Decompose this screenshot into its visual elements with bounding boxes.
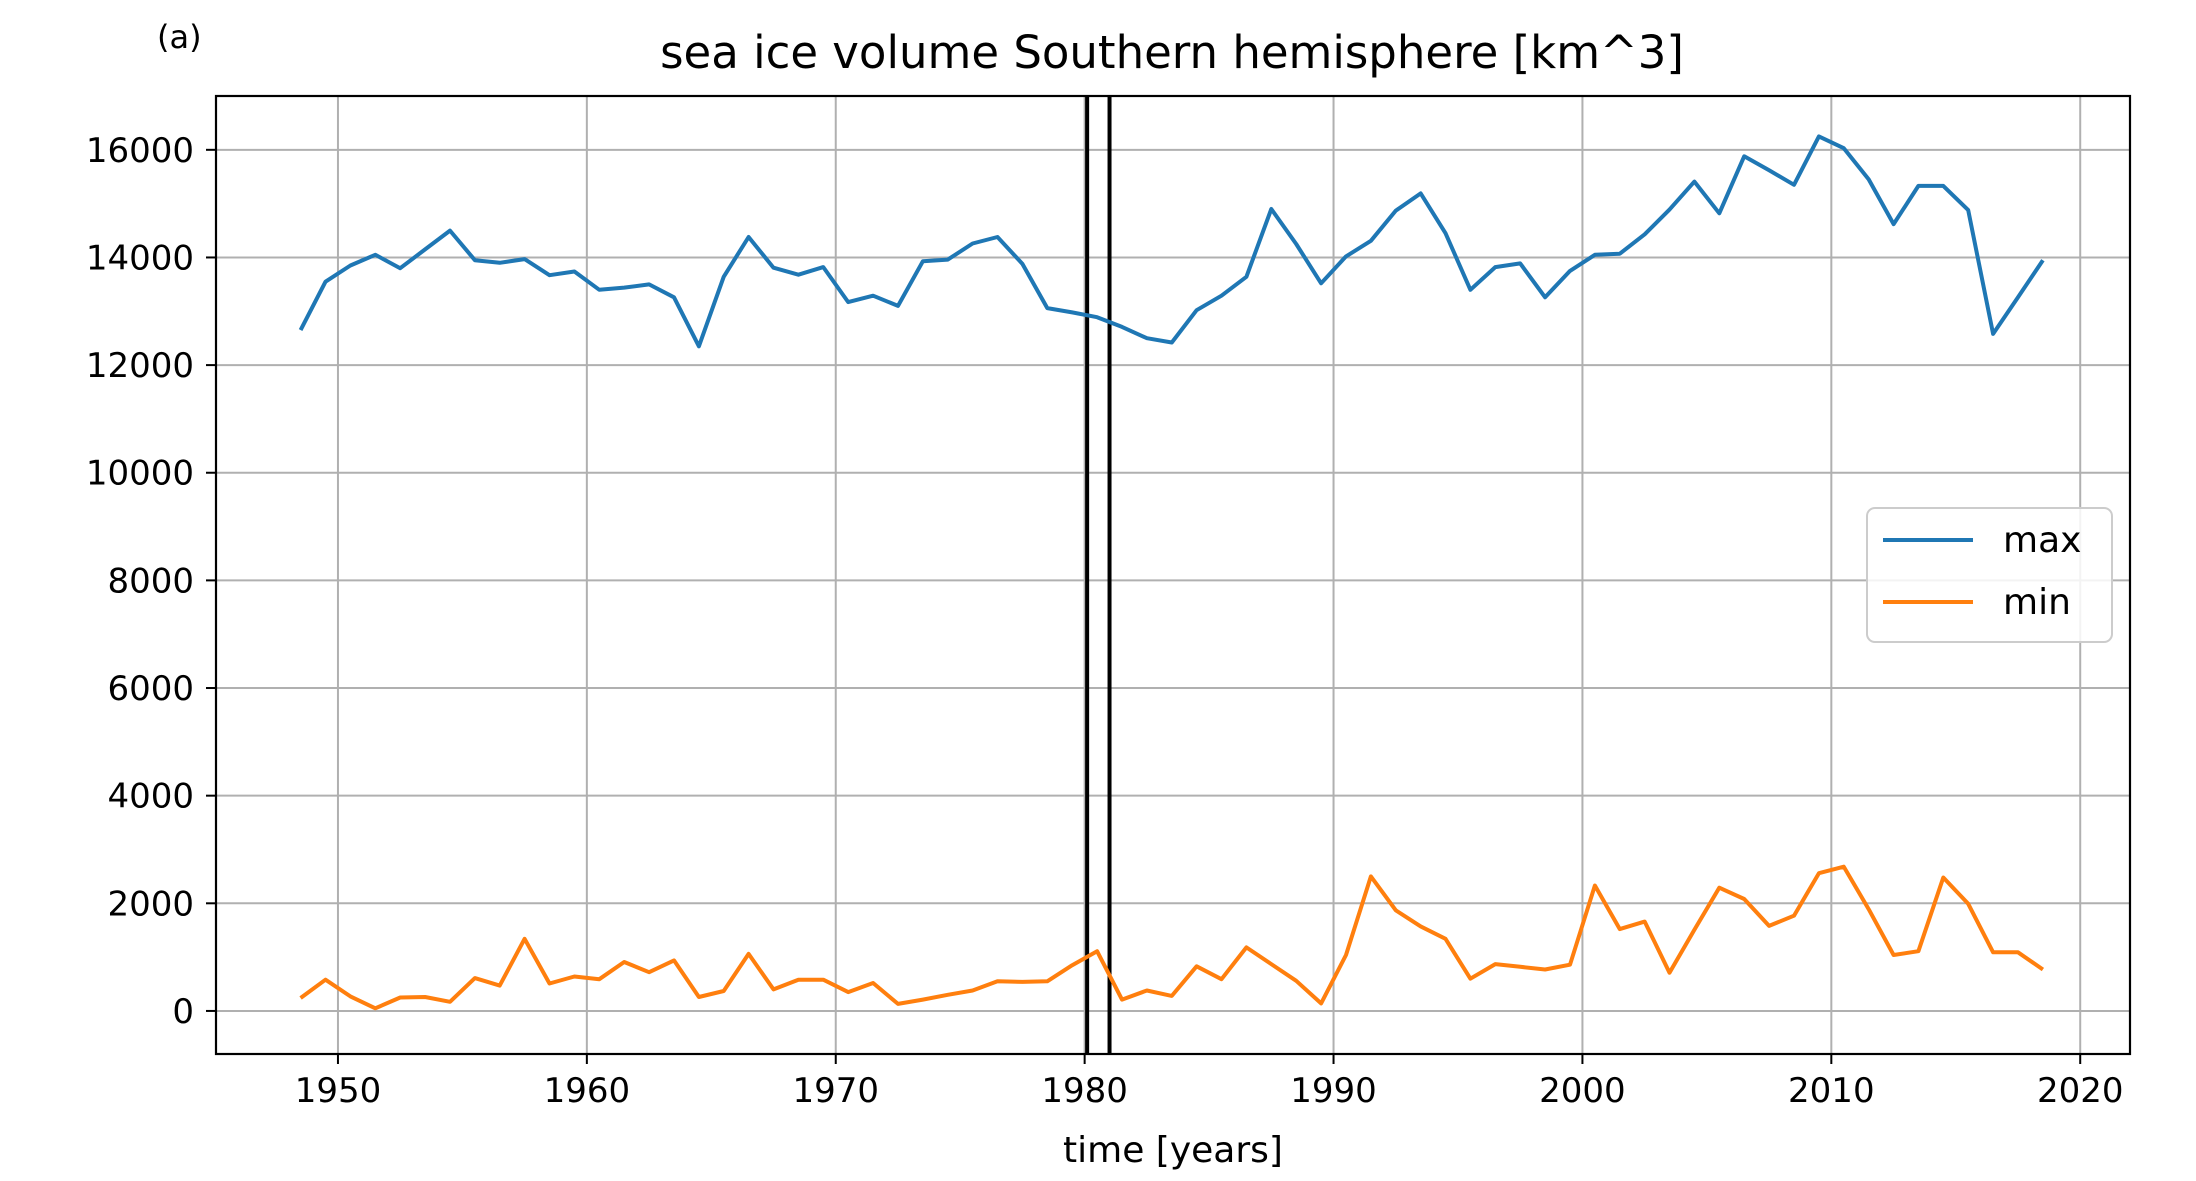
chart-title: sea ice volume Southern hemisphere [km^3… [660, 26, 1684, 79]
panel-label: (a) [157, 18, 202, 56]
x-tick-label: 2010 [1788, 1071, 1875, 1111]
y-tick-label: 6000 [107, 669, 194, 709]
y-tick-label: 2000 [107, 884, 194, 924]
y-axis: 0 2000 4000 6000 8000 10000 12000 14000 16000 [86, 131, 216, 1032]
legend: max min [1866, 507, 2113, 643]
x-axis: 1950 1960 1970 1980 1990 2000 2010 2020 [295, 1054, 2124, 1111]
legend-label-min: min [2003, 582, 2071, 623]
x-tick-label: 1970 [792, 1071, 879, 1111]
x-tick-label: 1950 [295, 1071, 382, 1111]
y-tick-label: 10000 [86, 454, 194, 494]
x-tick-label: 1980 [1041, 1071, 1128, 1111]
y-tick-label: 14000 [86, 238, 194, 278]
gridlines [216, 96, 2130, 1054]
y-tick-label: 12000 [86, 346, 194, 386]
vertical-markers [1085, 96, 1112, 1054]
x-tick-label: 2000 [1539, 1071, 1626, 1111]
x-tick-label: 2020 [2037, 1071, 2124, 1111]
x-tick-label: 1990 [1290, 1071, 1377, 1111]
x-tick-label: 1960 [544, 1071, 631, 1111]
y-tick-label: 0 [172, 992, 194, 1032]
y-tick-label: 16000 [86, 131, 194, 171]
plot-frame [214, 94, 2132, 1056]
x-axis-label: time [years] [1063, 1130, 1283, 1171]
legend-label-max: max [2003, 520, 2081, 561]
y-tick-label: 4000 [107, 777, 194, 817]
series-lines [298, 134, 2045, 1011]
series-line-max [298, 134, 2045, 349]
series-line-min [299, 864, 2045, 1011]
y-tick-label: 8000 [107, 561, 194, 601]
